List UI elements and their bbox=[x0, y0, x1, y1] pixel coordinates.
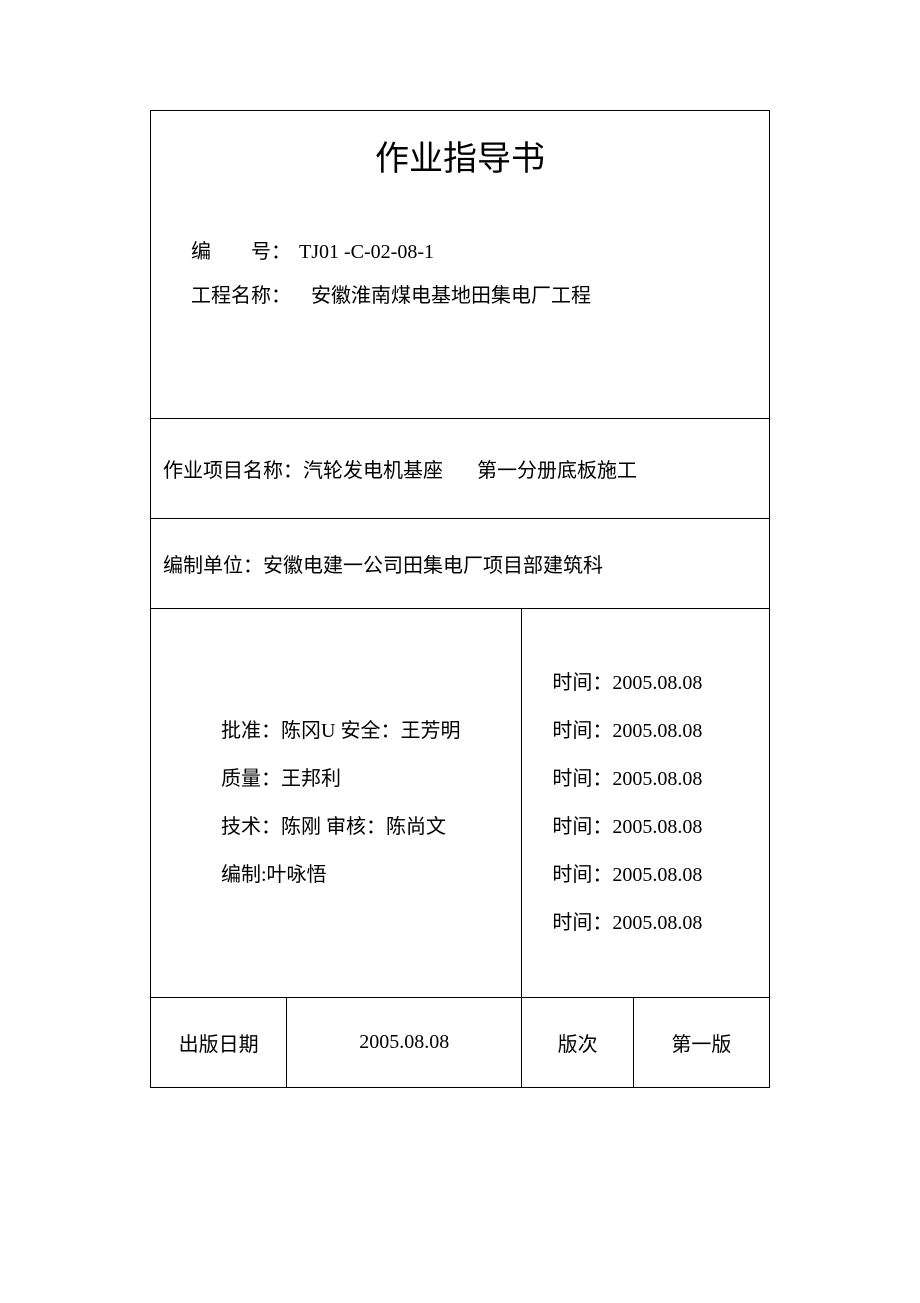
form-table: 作业指导书 编 号： TJ01 -C-02-08-1 工程名称： 安徽淮南煤电基… bbox=[150, 110, 770, 1088]
task-name: 汽轮发电机基座 bbox=[303, 460, 443, 482]
approval-time-line: 时间：2005.08.08 bbox=[552, 755, 749, 803]
approval-time-line: 时间：2005.08.08 bbox=[552, 707, 749, 755]
project-label: 工程名称： bbox=[191, 274, 291, 318]
task-label: 作业项目名称： bbox=[163, 460, 303, 482]
approval-time-line: 时间：2005.08.08 bbox=[552, 851, 749, 899]
approval-dates-cell: 时间：2005.08.08 时间：2005.08.08 时间：2005.08.0… bbox=[522, 609, 770, 998]
approval-line: 编制:叶咏悟 bbox=[221, 851, 501, 899]
project-value: 安徽淮南煤电基地田集电厂工程 bbox=[311, 274, 591, 318]
approval-time-line: 时间：2005.08.08 bbox=[552, 899, 749, 947]
document-title: 作业指导书 bbox=[151, 131, 769, 180]
edition-value: 第一版 bbox=[633, 998, 769, 1088]
approval-signers-cell: 批准：陈冈U 安全：王芳明 质量：王邦利 技术：陈刚 审核：陈尚文 编制:叶咏悟 bbox=[151, 609, 522, 998]
org-value: 安徽电建一公司田集电厂项目部建筑科 bbox=[263, 555, 603, 577]
org-label: 编制单位： bbox=[163, 555, 263, 577]
task-volume: 第一分册底板施工 bbox=[477, 460, 637, 482]
approval-line: 技术：陈刚 审核：陈尚文 bbox=[221, 803, 501, 851]
approval-line: 批准：陈冈U 安全：王芳明 bbox=[221, 707, 501, 755]
document-page: 作业指导书 编 号： TJ01 -C-02-08-1 工程名称： 安徽淮南煤电基… bbox=[0, 0, 920, 1088]
doc-no-label: 编 号： bbox=[191, 230, 291, 274]
approval-line: 质量：王邦利 bbox=[221, 755, 501, 803]
header-meta: 编 号： TJ01 -C-02-08-1 工程名称： 安徽淮南煤电基地田集电厂工… bbox=[151, 230, 769, 358]
pub-date-value: 2005.08.08 bbox=[287, 998, 522, 1088]
approval-time-line: 时间：2005.08.08 bbox=[552, 659, 749, 707]
pub-date-label: 出版日期 bbox=[151, 998, 287, 1088]
edition-label: 版次 bbox=[522, 998, 633, 1088]
approval-time-line: 时间：2005.08.08 bbox=[552, 803, 749, 851]
doc-no-value: TJ01 -C-02-08-1 bbox=[299, 230, 434, 274]
